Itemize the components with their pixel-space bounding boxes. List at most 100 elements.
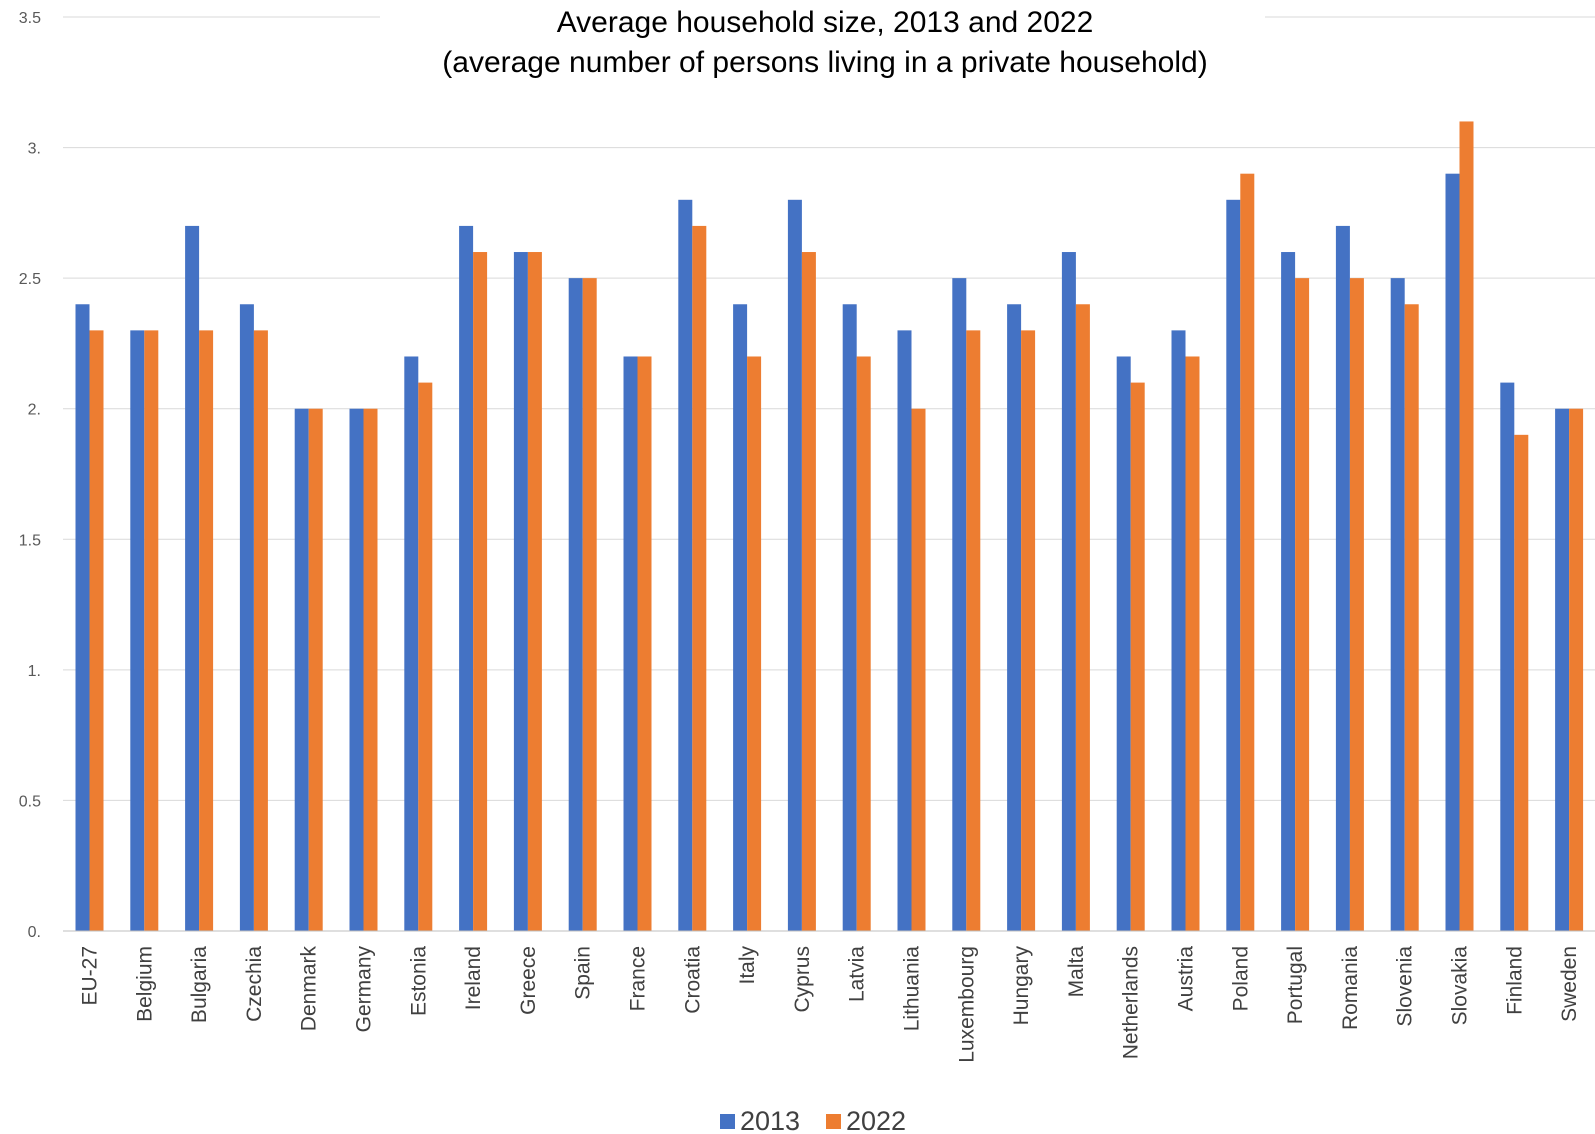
bar-2022-cyprus [801,252,816,931]
category-label: Ireland [462,946,485,1010]
bar-2013-bulgaria [185,225,200,931]
category-label: Czechia [243,946,266,1022]
category-label: Malta [1065,946,1088,998]
category-label: Finland [1503,946,1526,1015]
title-background [380,0,1265,88]
bar-2022-austria [1185,356,1200,931]
bar-2022-slovenia [1404,304,1419,931]
category-label: Cyprus [791,946,814,1013]
bar-2022-netherlands [1130,382,1145,932]
category-label: Denmark [298,946,321,1032]
bar-2022-greece [527,252,542,931]
legend: 2013 2022 [720,1106,906,1134]
bar-2013-greece [513,252,528,931]
bar-2013-denmark [294,408,309,931]
bar-2013-eu-27 [75,304,90,931]
bar-2022-portugal [1295,278,1310,932]
bar-2022-malta [1075,304,1090,931]
chart-title: Average household size, 2013 and 2022 [557,6,1094,39]
bar-2022-luxembourg [966,330,981,931]
bar-2022-spain [582,278,597,932]
bar-2022-romania [1349,278,1364,932]
bar-2013-poland [1226,199,1241,932]
bar-2013-ireland [459,225,474,931]
bar-2013-latvia [842,304,857,931]
category-label: Hungary [1010,946,1033,1026]
bar-2022-slovakia [1459,121,1474,931]
bar-2013-luxembourg [952,278,967,932]
y-tick-label: 0. [28,924,41,941]
category-label: Netherlands [1120,946,1143,1059]
bar-2013-hungary [1007,304,1022,931]
category-label: Latvia [846,946,869,1002]
bar-2022-czechia [253,330,268,931]
bar-2013-germany [349,408,364,931]
category-label: Spain [572,946,595,1000]
bar-2013-czechia [239,304,254,931]
bar-2013-italy [733,304,748,931]
bar-2013-austria [1171,330,1186,931]
category-label: Croatia [681,946,704,1014]
category-label: EU-27 [79,946,102,1006]
category-label: France [627,946,650,1011]
category-label: Germany [353,946,376,1033]
y-tick-label: 3. [28,141,41,158]
category-label: Sweden [1558,946,1581,1022]
bars [63,121,1595,932]
y-tick-label: 3.5 [19,10,41,27]
y-tick-label: 2. [28,402,41,419]
bar-2013-finland [1500,382,1515,932]
legend-label-2013: 2013 [740,1106,800,1134]
bar-2022-ireland [473,252,488,931]
y-tick-label: 1.5 [19,532,41,549]
bar-2022-germany [363,408,378,931]
legend-label-2022: 2022 [846,1106,906,1134]
y-tick-label: 1. [28,663,41,680]
category-label: Romania [1339,946,1362,1030]
x-axis-categories: EU-27 Belgium Bulgaria Czechia Denmark German… [79,946,1582,1063]
bar-2022-bulgaria [199,330,214,931]
bar-2013-slovakia [1445,173,1460,931]
category-label: Italy [736,946,759,985]
category-label: Portugal [1284,946,1307,1024]
bar-2022-denmark [308,408,323,931]
bar-2013-netherlands [1116,356,1131,931]
y-axis-ticks: 0. 0.5 1. 1.5 2. 2.5 3. 3.5 [19,10,41,941]
category-label: Greece [517,946,540,1015]
bar-2022-latvia [856,356,871,931]
legend-swatch-2022 [826,1114,841,1129]
category-label: Estonia [407,946,430,1016]
bar-2013-portugal [1281,252,1296,931]
bar-2022-finland [1514,434,1529,931]
category-label: Belgium [133,946,156,1022]
category-label: Bulgaria [188,946,211,1023]
bar-2022-poland [1240,173,1255,931]
bar-2013-romania [1335,225,1350,931]
chart-subtitle: (average number of persons living in a p… [442,46,1207,79]
category-label: Austria [1175,946,1198,1012]
bar-2013-belgium [130,330,145,931]
bar-2022-sweden [1569,408,1584,931]
category-label: Poland [1229,946,1252,1011]
bar-2013-slovenia [1390,278,1405,932]
bar-2013-malta [1061,252,1076,931]
category-label: Slovakia [1449,946,1472,1026]
bar-2022-croatia [692,225,707,931]
bar-2013-sweden [1555,408,1570,931]
bar-2022-lithuania [911,408,926,931]
bar-2013-cyprus [787,199,802,932]
category-label: Lithuania [901,946,924,1032]
bar-2022-belgium [144,330,159,931]
bar-2013-france [623,356,638,931]
category-label: Slovenia [1394,946,1417,1027]
category-label: Luxembourg [955,946,978,1063]
gridlines [63,16,1595,932]
y-tick-label: 2.5 [19,271,41,288]
legend-swatch-2013 [720,1114,735,1129]
bar-2013-lithuania [897,330,912,931]
bar-2022-hungary [1021,330,1036,931]
bar-2022-estonia [418,382,433,932]
bar-2013-estonia [404,356,419,931]
bar-2022-eu-27 [89,330,104,931]
bar-2022-france [637,356,652,931]
